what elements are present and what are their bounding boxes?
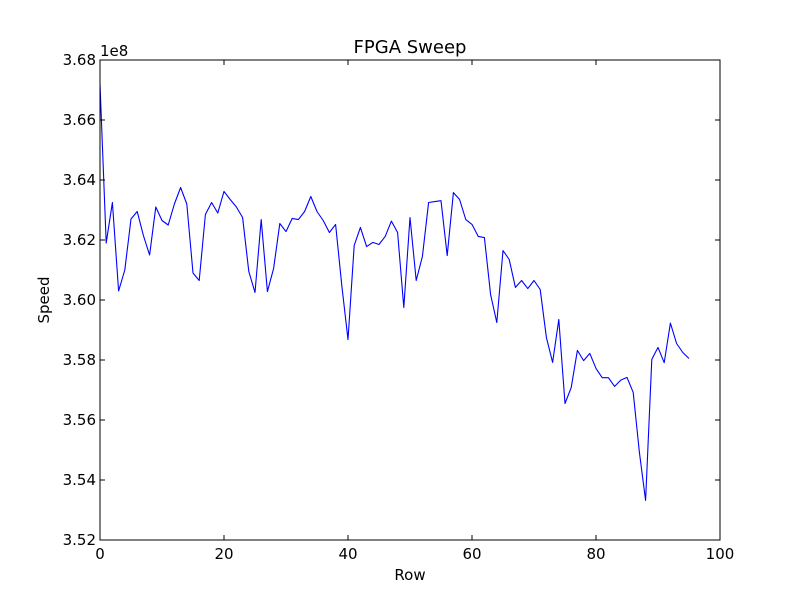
y-offset-label: 1e8 — [100, 42, 128, 60]
plot-background — [100, 60, 720, 540]
y-tick-label: 3.60 — [63, 291, 96, 309]
x-tick-label: 20 — [214, 545, 233, 563]
y-axis-label: Speed — [35, 276, 53, 323]
series-layer — [99, 83, 690, 501]
y-tick-label: 3.54 — [63, 471, 96, 489]
y-tick-label: 3.62 — [63, 231, 96, 249]
x-tick-label: 40 — [338, 545, 357, 563]
y-tick-label: 3.52 — [63, 531, 96, 549]
y-tick-label: 3.66 — [63, 111, 96, 129]
x-axis-label: Row — [394, 566, 425, 584]
x-tick-label: 0 — [95, 545, 105, 563]
series-line-0 — [99, 83, 690, 501]
y-tick-label: 3.64 — [63, 171, 96, 189]
x-tick-label: 100 — [706, 545, 735, 563]
y-tick-label: 3.56 — [63, 411, 96, 429]
x-tick-label: 60 — [462, 545, 481, 563]
y-tick-label: 3.58 — [63, 351, 96, 369]
chart-title: FPGA Sweep — [354, 37, 467, 58]
y-tick-label: 3.68 — [63, 51, 96, 69]
x-tick-label: 80 — [586, 545, 605, 563]
ticks-layer: 0 20 40 60 80 100 3.52 3.54 3.56 3.58 3.60 3.62 3.64… — [63, 51, 735, 563]
